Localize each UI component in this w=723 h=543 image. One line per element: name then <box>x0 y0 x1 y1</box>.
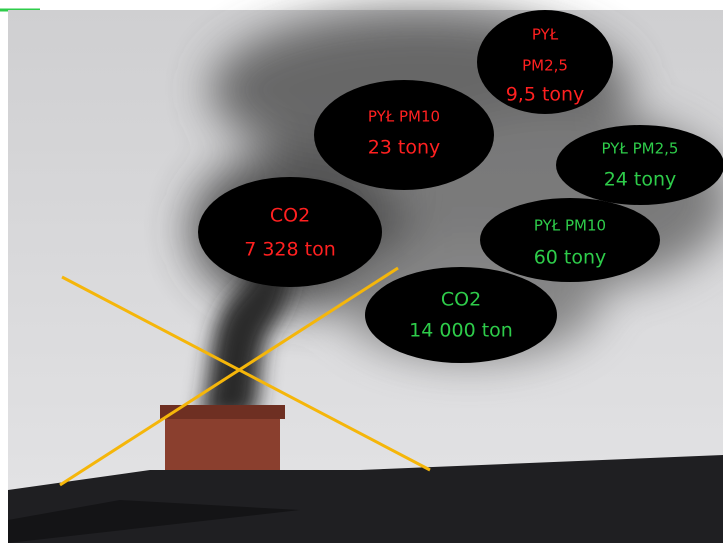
bubble-shape <box>480 198 660 282</box>
bubble-shape <box>314 80 494 190</box>
bubble-text: 23 tony <box>368 137 441 159</box>
bubble-text: 60 tony <box>534 247 607 269</box>
bubble-shape <box>365 267 557 363</box>
bubble-shape <box>477 10 613 114</box>
bubble-text: PM2,5 <box>522 57 568 75</box>
bubble-text: PYŁ PM10 <box>534 217 606 235</box>
bubble-text: PYŁ PM10 <box>368 108 440 126</box>
bubble: PYŁ PM10 23 tony <box>314 80 494 190</box>
bubble: CO2 7 328 ton <box>198 177 382 287</box>
bubble-shape <box>556 125 723 205</box>
bubble-text: PYŁ PM2,5 <box>602 140 679 158</box>
bubble-text: 14 000 ton <box>409 320 513 342</box>
bubble: PYŁ PM2,5 24 tony <box>556 125 723 205</box>
bubble: CO2 14 000 ton <box>365 267 557 363</box>
bubble-text: 7 328 ton <box>244 239 336 261</box>
bubble-text: CO2 <box>270 205 310 227</box>
cross <box>59 266 431 487</box>
bubble-text: CO2 <box>441 289 481 311</box>
bubble-shape <box>198 177 382 287</box>
bubbles: PYŁ PM2,5 9,5 tony PYŁ PM10 23 tony PYŁ PM2,5… <box>198 10 723 363</box>
bubble-text: 9,5 tony <box>506 84 585 106</box>
bubble-text: PYŁ <box>532 26 559 44</box>
bubble: PYŁ PM10 60 tony <box>480 198 660 282</box>
bubble: PYŁ PM2,5 9,5 tony <box>477 10 613 114</box>
bubble-text: 24 tony <box>604 169 677 191</box>
